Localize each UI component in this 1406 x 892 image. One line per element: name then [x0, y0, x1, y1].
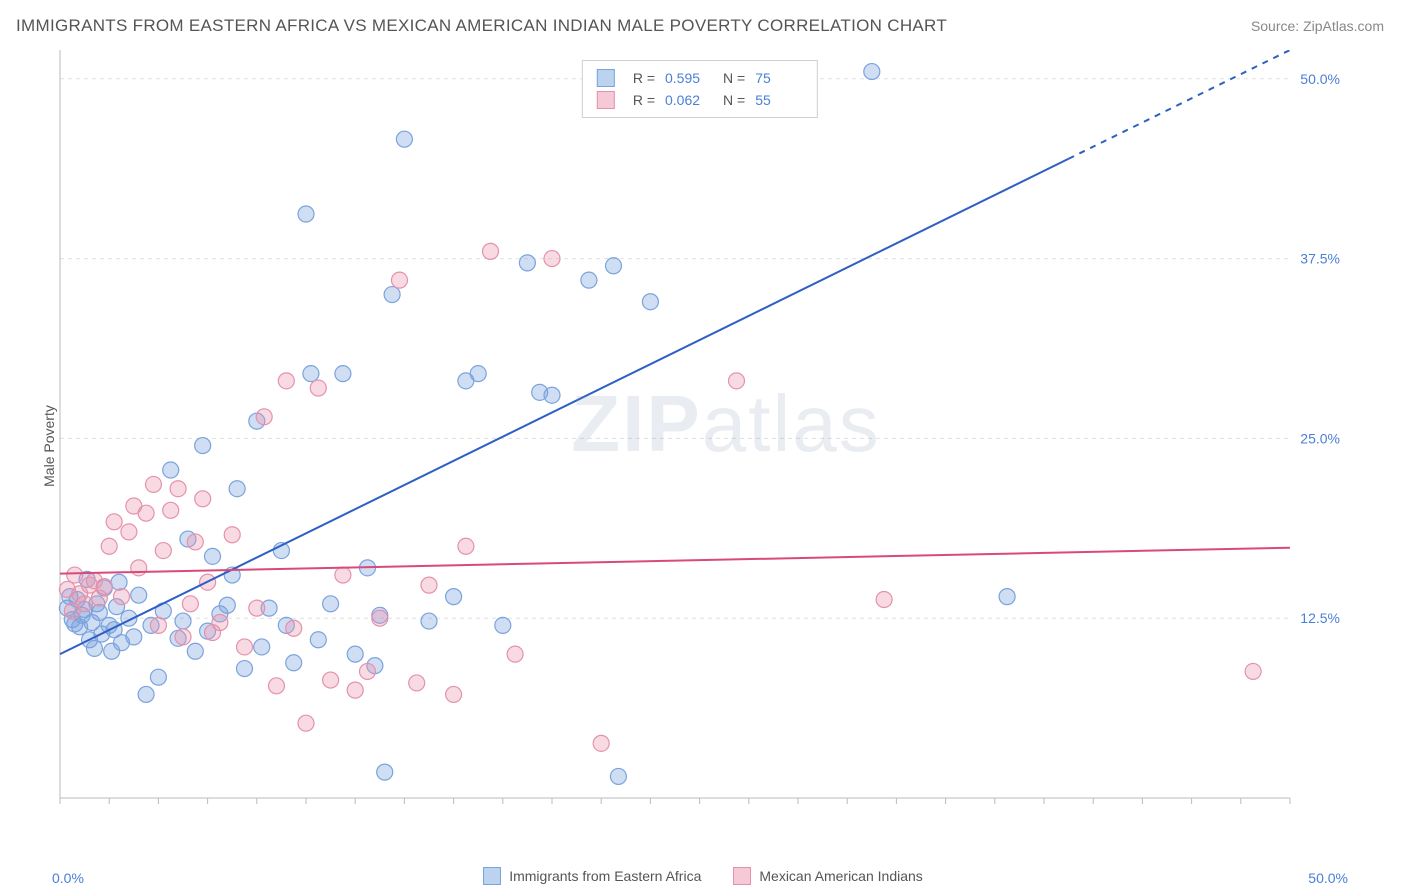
svg-text:25.0%: 25.0%: [1300, 430, 1340, 446]
legend-label-0: Immigrants from Eastern Africa: [509, 868, 701, 884]
scatter-chart: 12.5% 25.0% 37.5% 50.0%: [50, 50, 1350, 830]
stat-row-1: R = 0.062 N = 55: [597, 89, 803, 111]
bottom-legend: Immigrants from Eastern Africa Mexican A…: [0, 860, 1406, 892]
r-label-1: R =: [633, 92, 655, 108]
legend-swatch-1: [733, 867, 751, 885]
source-label: Source: ZipAtlas.com: [1251, 18, 1384, 34]
y-axis-label: Male Poverty: [41, 405, 57, 487]
svg-text:12.5%: 12.5%: [1300, 610, 1340, 626]
n-value-0: 75: [755, 70, 803, 86]
legend-label-1: Mexican American Indians: [759, 868, 922, 884]
svg-text:50.0%: 50.0%: [1300, 71, 1340, 87]
plot-area: 12.5%25.0%37.5%50.0% ZIPatlas R = 0.595 …: [50, 50, 1350, 830]
svg-text:37.5%: 37.5%: [1300, 251, 1340, 267]
swatch-series-1: [597, 91, 615, 109]
swatch-series-0: [597, 69, 615, 87]
r-value-0: 0.595: [665, 70, 713, 86]
legend-item-0: Immigrants from Eastern Africa: [483, 867, 701, 885]
r-value-1: 0.062: [665, 92, 713, 108]
chart-title: IMMIGRANTS FROM EASTERN AFRICA VS MEXICA…: [16, 16, 947, 36]
stat-row-0: R = 0.595 N = 75: [597, 67, 803, 89]
n-value-1: 55: [755, 92, 803, 108]
n-label-1: N =: [723, 92, 745, 108]
chart-container: IMMIGRANTS FROM EASTERN AFRICA VS MEXICA…: [0, 0, 1406, 892]
stat-legend: R = 0.595 N = 75 R = 0.062 N = 55: [582, 60, 818, 118]
r-label-0: R =: [633, 70, 655, 86]
n-label-0: N =: [723, 70, 745, 86]
legend-item-1: Mexican American Indians: [733, 867, 922, 885]
legend-swatch-0: [483, 867, 501, 885]
